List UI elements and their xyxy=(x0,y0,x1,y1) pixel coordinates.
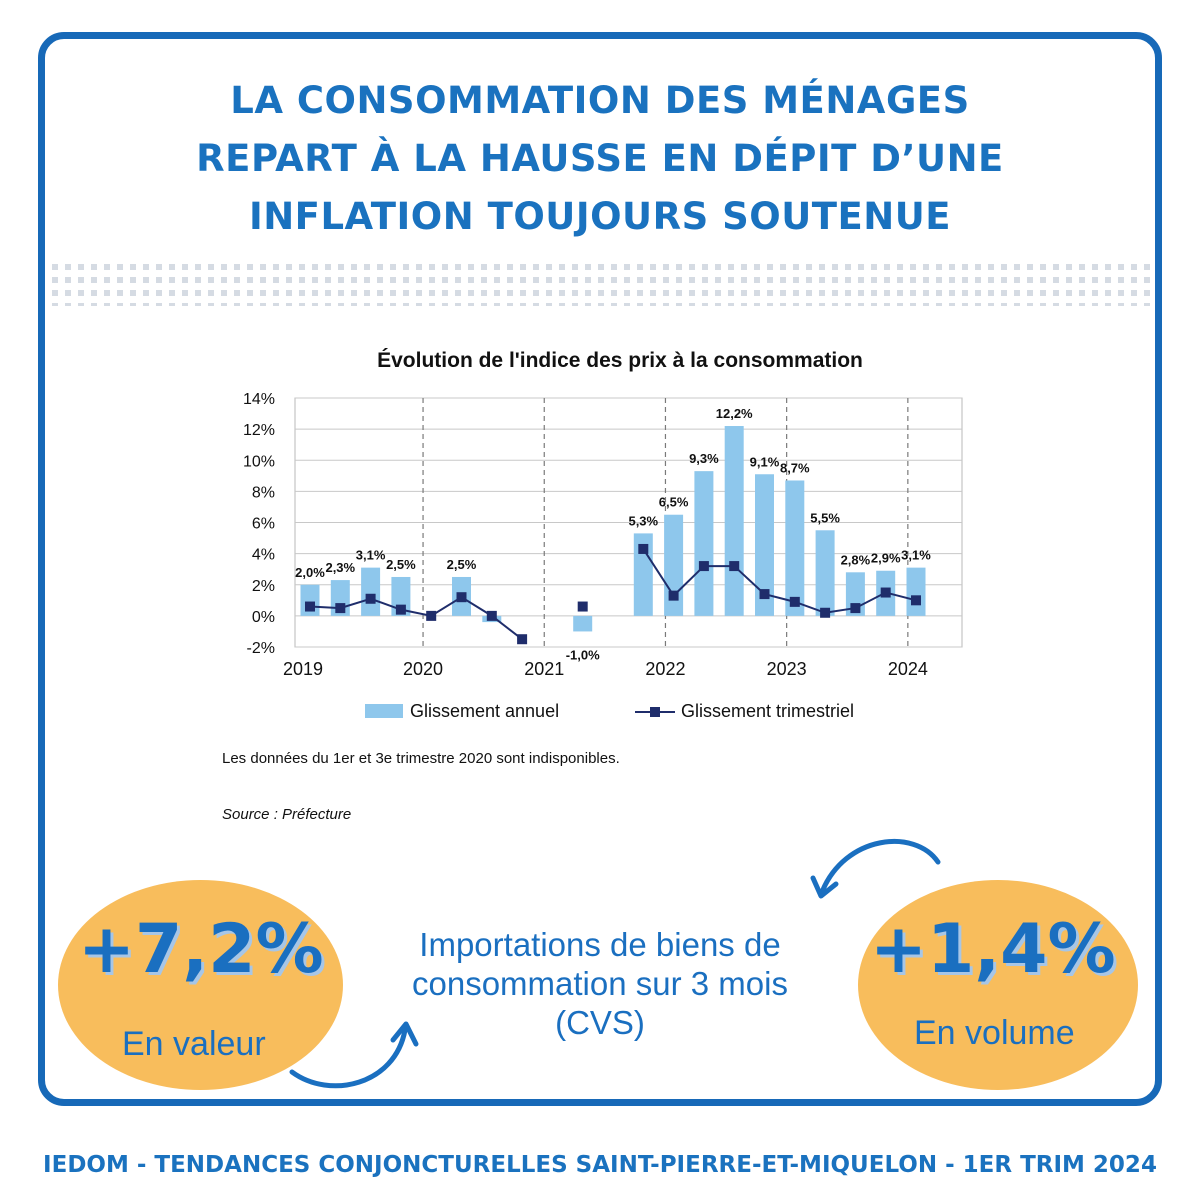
kpi-description-line-1: Importations de biens de xyxy=(419,926,781,963)
x-tick-label: 2020 xyxy=(403,659,443,679)
bar-data-label: 2,5% xyxy=(447,557,477,572)
bar-annual xyxy=(785,480,805,616)
line-point-quarterly xyxy=(577,601,588,612)
bar-annual xyxy=(694,471,714,616)
chart-legend: Glissement annuel Glissement trimestriel xyxy=(365,701,854,721)
line-point-quarterly xyxy=(638,543,649,554)
line-point-quarterly xyxy=(305,601,315,612)
kpi-label-right: En volume xyxy=(914,1014,1075,1052)
line-point-quarterly xyxy=(729,561,740,572)
line-point-quarterly xyxy=(850,603,861,614)
bar-annual xyxy=(633,533,653,616)
bar-data-label: 2,5% xyxy=(386,557,416,572)
x-tick-label: 2021 xyxy=(524,659,564,679)
bar-data-label: 5,3% xyxy=(628,513,658,528)
legend-label-quarterly: Glissement trimestriel xyxy=(681,701,854,721)
chart-source: Source : Préfecture xyxy=(222,806,352,823)
line-quarterly xyxy=(642,548,917,614)
bar-data-label: 12,2% xyxy=(716,406,753,421)
line-point-quarterly xyxy=(789,596,800,607)
x-tick-label: 2019 xyxy=(283,659,323,679)
headline-line-1: LA CONSOMMATION DES MÉNAGES xyxy=(230,79,970,122)
bar-data-label: 6,5% xyxy=(659,495,689,510)
line-point-quarterly xyxy=(880,587,891,598)
line-point-quarterly xyxy=(365,593,376,604)
x-tick-label: 2023 xyxy=(767,659,807,679)
bar-annual xyxy=(361,567,381,616)
line-point-quarterly xyxy=(759,589,770,600)
y-tick-label: 10% xyxy=(243,453,275,470)
bar-annual xyxy=(815,530,835,616)
cpi-chart: Évolution de l'indice des prix à la cons… xyxy=(243,349,963,721)
bar-data-label: 2,3% xyxy=(325,560,355,575)
legend-label-annual: Glissement annuel xyxy=(410,701,559,721)
y-tick-label: 8% xyxy=(252,484,275,501)
x-tick-label: 2024 xyxy=(888,659,928,679)
card-frame xyxy=(38,32,1162,1106)
legend-swatch-annual xyxy=(365,704,403,718)
bar-annual xyxy=(906,567,926,616)
y-tick-label: 0% xyxy=(252,609,275,626)
line-point-quarterly xyxy=(335,603,346,614)
bar-annual xyxy=(573,615,593,632)
y-tick-label: -2% xyxy=(247,640,275,657)
bar-annual xyxy=(724,426,744,616)
y-tick-label: 14% xyxy=(243,391,275,408)
line-point-quarterly xyxy=(486,610,497,621)
x-tick-label: 2022 xyxy=(645,659,685,679)
kpi-bubble-volume xyxy=(858,880,1138,1090)
dotted-divider xyxy=(50,262,1150,306)
bar-data-label: 9,3% xyxy=(689,451,719,466)
chart-title: Évolution de l'indice des prix à la cons… xyxy=(377,349,863,372)
bar-data-label: 2,0% xyxy=(295,565,325,580)
line-point-quarterly xyxy=(426,610,437,621)
kpi-description: Importations de biens de consommation su… xyxy=(355,925,845,1042)
legend-marker-quarterly xyxy=(650,707,660,717)
kpi-description-line-3: (CVS) xyxy=(555,1004,645,1041)
line-quarterly xyxy=(309,596,523,641)
line-point-quarterly xyxy=(668,590,679,601)
y-tick-label: 2% xyxy=(252,578,275,595)
headline: LA CONSOMMATION DES MÉNAGES REPART À LA … xyxy=(60,72,1140,246)
line-point-quarterly xyxy=(456,592,467,603)
kpi-value-right: +1,4% xyxy=(870,910,1116,989)
line-point-quarterly xyxy=(517,634,528,645)
bar-data-label: -1,0% xyxy=(566,647,600,662)
y-tick-label: 4% xyxy=(252,547,275,564)
y-tick-label: 6% xyxy=(252,516,275,533)
bar-data-label: 5,5% xyxy=(810,510,840,525)
kpi-description-line-2: consommation sur 3 mois xyxy=(412,965,788,1002)
y-tick-label: 12% xyxy=(243,422,275,439)
plot-area: 14% 12% 10% 8% 6% 4% 2% 0% -2% 2019 2020 2021 2022 20… xyxy=(243,391,963,679)
footer-text: IEDOM - TENDANCES CONJONCTURELLES SAINT-… xyxy=(43,1152,1157,1178)
line-point-quarterly xyxy=(911,595,921,606)
bar-data-label: 8,7% xyxy=(780,460,810,475)
bar-data-label: 2,8% xyxy=(841,552,871,567)
bar-data-label: 2,9% xyxy=(871,551,901,566)
kpi-label-left: En valeur xyxy=(122,1025,266,1063)
bar-annual xyxy=(755,474,774,616)
kpi-value-left: +7,2% xyxy=(78,910,324,989)
bar-data-label: 3,1% xyxy=(356,548,386,563)
headline-line-2: REPART À LA HAUSSE EN DÉPIT D’UNE xyxy=(196,137,1004,180)
bar-annual xyxy=(664,514,684,616)
line-point-quarterly xyxy=(698,561,709,572)
line-point-quarterly xyxy=(395,604,406,615)
bar-data-label: 3,1% xyxy=(901,548,931,563)
bar-data-label: 9,1% xyxy=(750,454,780,469)
line-point-quarterly xyxy=(820,607,831,618)
headline-line-3: INFLATION TOUJOURS SOUTENUE xyxy=(248,195,952,238)
chart-note: Les données du 1er et 3e trimestre 2020 … xyxy=(222,750,620,767)
